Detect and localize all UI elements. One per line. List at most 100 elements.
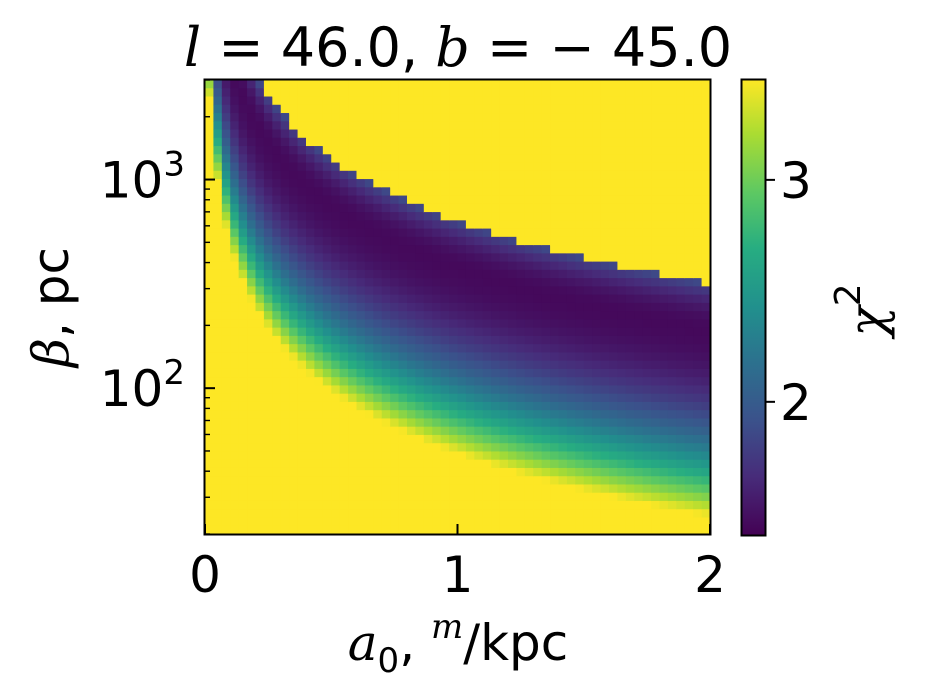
heatmap-cell — [575, 476, 585, 486]
heatmap-cell — [566, 311, 576, 320]
heatmap-cell — [550, 121, 560, 131]
heatmap-cell — [508, 319, 518, 329]
heatmap-cell — [491, 203, 501, 213]
heatmap-cell — [221, 104, 231, 114]
heatmap-cell — [541, 459, 551, 469]
heatmap-cell — [651, 311, 661, 320]
heatmap-cell — [482, 344, 492, 353]
heatmap-cell — [432, 434, 442, 444]
heatmap-cell — [625, 253, 635, 263]
heatmap-cell — [381, 335, 391, 345]
heatmap-cell — [474, 368, 484, 378]
heatmap-cell — [348, 484, 358, 494]
heatmap-cell — [558, 212, 568, 221]
heatmap-cell — [558, 286, 568, 296]
heatmap-cell — [348, 426, 358, 436]
heatmap-cell — [524, 393, 534, 403]
heatmap-cell — [440, 368, 450, 378]
heatmap-cell — [701, 212, 711, 221]
heatmap-cell — [667, 484, 677, 494]
heatmap-cell — [280, 137, 290, 147]
heatmap-cell — [255, 476, 265, 486]
heatmap-cell — [499, 278, 509, 287]
heatmap-cell — [491, 525, 501, 535]
heatmap-cell — [684, 286, 694, 296]
heatmap-cell — [457, 352, 467, 362]
heatmap-cell — [247, 278, 257, 287]
heatmap-cell — [676, 344, 686, 353]
heatmap-cell — [356, 484, 366, 494]
heatmap-cell — [289, 195, 299, 205]
heatmap-cell — [221, 459, 231, 469]
heatmap-cell — [272, 195, 282, 205]
heatmap-cell — [693, 335, 703, 345]
heatmap-cell — [499, 179, 509, 188]
heatmap-cell — [457, 278, 467, 287]
heatmap-cell — [263, 443, 273, 453]
heatmap-cell — [339, 319, 349, 329]
heatmap-cell — [541, 278, 551, 287]
heatmap-cell — [381, 525, 391, 535]
heatmap-cell — [642, 278, 652, 287]
heatmap-cell — [356, 443, 366, 453]
heatmap-cell — [339, 443, 349, 453]
heatmap-cell — [390, 212, 400, 221]
heatmap-cell — [566, 203, 576, 213]
heatmap-cell — [255, 220, 265, 230]
heatmap-cell — [508, 212, 518, 221]
heatmap-cell — [516, 113, 526, 122]
heatmap-cell — [474, 286, 484, 296]
heatmap-cell — [348, 154, 358, 164]
heatmap-cell — [230, 203, 240, 213]
heatmap-cell — [297, 96, 307, 106]
heatmap-cell — [373, 377, 383, 387]
heatmap-cell — [558, 311, 568, 320]
heatmap-cell — [230, 88, 240, 98]
heatmap-cell — [339, 220, 349, 230]
heatmap-cell — [213, 410, 223, 420]
heatmap-cell — [230, 368, 240, 378]
heatmap-cell — [583, 385, 593, 395]
heatmap-cell — [247, 344, 257, 353]
heatmap-cell — [667, 129, 677, 139]
heatmap-cell — [339, 451, 349, 461]
heatmap-cell — [390, 517, 400, 527]
heatmap-cell — [499, 459, 509, 469]
heatmap-cell — [407, 104, 417, 114]
heatmap-cell — [575, 467, 585, 477]
heatmap-cell — [314, 484, 324, 494]
heatmap-cell — [499, 187, 509, 197]
heatmap-cell — [238, 344, 248, 353]
heatmap-cell — [575, 261, 585, 271]
heatmap-cell — [339, 476, 349, 486]
heatmap-cell — [440, 220, 450, 230]
heatmap-cell — [280, 96, 290, 106]
heatmap-cell — [583, 129, 593, 139]
heatmap-cell — [676, 228, 686, 238]
heatmap-cell — [255, 344, 265, 353]
heatmap-cell — [659, 377, 669, 387]
heatmap-cell — [634, 212, 644, 221]
heatmap-cell — [558, 162, 568, 172]
heatmap-cell — [575, 434, 585, 444]
x-tick-label: 1 — [442, 546, 474, 604]
heatmap-cell — [499, 253, 509, 263]
heatmap-cell — [516, 368, 526, 378]
heatmap-cell — [314, 344, 324, 353]
heatmap-cell — [205, 96, 215, 106]
heatmap-cell — [609, 484, 619, 494]
heatmap-cell — [449, 253, 459, 263]
heatmap-cell — [667, 104, 677, 114]
heatmap-cell — [491, 311, 501, 320]
heatmap-cell — [280, 294, 290, 304]
heatmap-cell — [659, 443, 669, 453]
heatmap-cell — [280, 146, 290, 155]
heatmap-cell — [600, 261, 610, 271]
heatmap-cell — [440, 104, 450, 114]
heatmap-cell — [230, 179, 240, 188]
heatmap-cell — [289, 335, 299, 345]
heatmap-cell — [398, 434, 408, 444]
heatmap-cell — [617, 129, 627, 139]
heatmap-cell — [524, 170, 534, 180]
heatmap-cell — [693, 162, 703, 172]
